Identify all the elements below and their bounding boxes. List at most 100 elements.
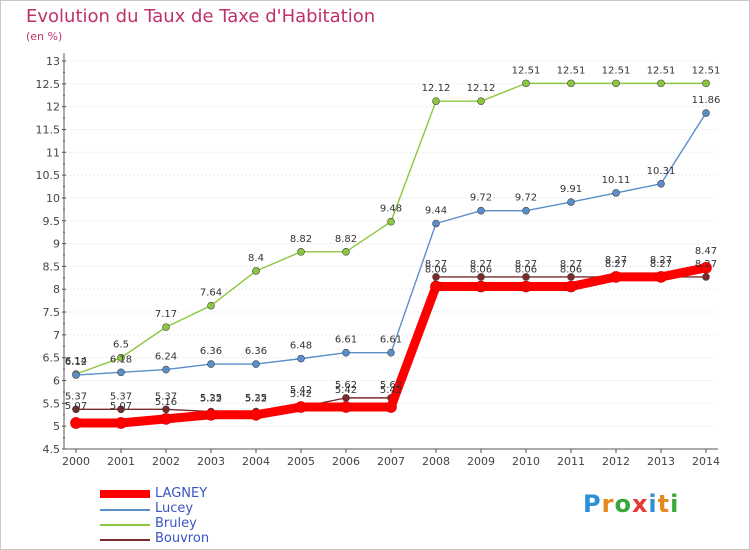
legend-swatch-bruley <box>100 524 150 526</box>
data-label-lagney: 5.07 <box>65 401 87 412</box>
data-point-lagney <box>430 280 442 293</box>
data-point-bouvron <box>162 405 170 414</box>
data-label-bruley: 7.64 <box>200 288 222 299</box>
data-point-bruley <box>522 79 530 88</box>
data-label-lagney: 5.42 <box>290 385 312 396</box>
data-label-lagney: 8.06 <box>470 264 492 275</box>
data-label-bruley: 12.51 <box>692 65 721 76</box>
data-label-bruley: 6.14 <box>65 356 87 367</box>
legend-item-bouvron[interactable]: Bouvron <box>100 531 260 547</box>
x-tick-label: 2004 <box>242 455 270 468</box>
data-label-lucey: 11.86 <box>692 95 721 106</box>
data-point-bruley <box>432 97 440 105</box>
x-tick-label: 2010 <box>512 455 540 468</box>
data-point-lagney <box>565 280 577 293</box>
data-label-bouvron: 8.27 <box>650 259 672 270</box>
data-point-lucey <box>297 354 305 363</box>
x-tick-label: 2009 <box>467 455 495 468</box>
data-point-bruley <box>117 353 125 362</box>
y-tick-label: 10.5 <box>36 169 61 182</box>
x-tick-label: 2006 <box>332 455 360 468</box>
data-label-bouvron: 5.32 <box>200 394 222 405</box>
x-tick-label: 2000 <box>62 455 90 468</box>
y-tick-label: 9.5 <box>43 215 61 228</box>
data-point-lagney <box>610 271 622 283</box>
data-point-lagney <box>385 401 397 413</box>
x-tick-label: 2002 <box>152 455 180 468</box>
data-label-lucey: 6.48 <box>290 341 312 352</box>
data-point-bouvron <box>117 405 125 414</box>
y-tick-label: 7 <box>53 329 60 342</box>
data-label-lucey: 9.44 <box>425 206 447 217</box>
y-tick-label: 11.5 <box>36 123 61 136</box>
y-tick-label: 6.5 <box>43 352 61 365</box>
data-point-lagney <box>340 401 352 413</box>
y-tick-label: 6 <box>53 375 60 388</box>
data-point-bruley <box>702 79 710 88</box>
data-point-lucey <box>342 348 350 357</box>
data-point-lucey <box>612 189 620 197</box>
data-label-lucey: 6.18 <box>110 354 132 365</box>
data-point-lagney <box>205 408 217 421</box>
data-point-lagney <box>160 413 172 425</box>
data-label-lagney: 5.07 <box>110 401 132 412</box>
data-label-lucey: 9.91 <box>560 184 582 195</box>
data-label-bouvron: 5.62 <box>380 380 402 391</box>
y-tick-label: 13 <box>46 55 60 68</box>
chart-subtitle: (en %) <box>26 30 63 43</box>
legend-label-bouvron: Bouvron <box>155 531 210 546</box>
data-label-lucey: 6.12 <box>65 357 87 368</box>
data-label-bouvron: 5.37 <box>155 391 177 402</box>
y-tick-label: 9 <box>53 238 60 251</box>
x-tick-label: 2011 <box>557 455 585 468</box>
data-point-bruley <box>387 217 395 226</box>
data-point-bouvron <box>477 273 485 281</box>
data-point-lucey <box>387 348 395 357</box>
x-tick-label: 2008 <box>422 455 450 468</box>
legend: LAGNEY Lucey Bruley Bouvron <box>100 486 260 547</box>
data-point-lagney <box>295 401 307 413</box>
data-point-lucey <box>162 365 170 374</box>
data-label-bruley: 12.51 <box>602 65 631 76</box>
legend-item-bruley[interactable]: Bruley <box>100 516 260 532</box>
data-label-bruley: 12.51 <box>512 65 541 76</box>
legend-item-lagney[interactable]: LAGNEY <box>100 486 260 502</box>
legend-swatch-lagney <box>100 490 150 498</box>
data-label-bruley: 7.17 <box>155 309 177 320</box>
data-point-lagney <box>475 280 487 293</box>
data-label-bouvron: 5.62 <box>335 380 357 391</box>
data-label-bouvron: 8.27 <box>605 259 627 270</box>
data-point-lucey <box>252 360 260 368</box>
legend-swatch-bouvron <box>100 539 150 541</box>
data-label-bouvron: 5.42 <box>290 389 312 400</box>
data-point-bruley <box>657 79 665 88</box>
data-label-bruley: 8.82 <box>335 234 357 245</box>
data-label-bruley: 12.51 <box>647 65 676 76</box>
data-point-bruley <box>252 267 260 275</box>
y-tick-label: 4.5 <box>43 443 61 456</box>
data-point-lucey <box>477 206 485 215</box>
data-label-bruley: 9.48 <box>380 204 402 215</box>
data-label-lagney: 5.42 <box>380 385 402 396</box>
data-point-bruley <box>477 97 485 105</box>
x-tick-label: 2003 <box>197 455 225 468</box>
data-label-lucey: 9.72 <box>470 193 492 204</box>
data-point-lucey <box>432 219 440 228</box>
y-tick-label: 12.5 <box>36 78 61 91</box>
y-tick-label: 8.5 <box>43 260 61 273</box>
y-tick-label: 7.5 <box>43 306 61 319</box>
x-tick-label: 2012 <box>602 455 630 468</box>
y-tick-label: 11 <box>46 146 60 159</box>
data-label-bouvron: 8.27 <box>695 259 717 270</box>
y-tick-label: 12 <box>46 101 60 114</box>
data-point-bruley <box>567 79 575 88</box>
data-point-lucey <box>207 360 215 368</box>
data-point-lucey <box>567 198 575 206</box>
data-label-bruley: 8.4 <box>248 253 264 264</box>
data-label-lucey: 9.72 <box>515 193 537 204</box>
legend-label-bruley: Bruley <box>155 516 197 531</box>
legend-item-lucey[interactable]: Lucey <box>100 501 260 517</box>
data-label-lucey: 6.24 <box>155 352 177 363</box>
data-label-bruley: 8.82 <box>290 234 312 245</box>
data-label-lucey: 6.61 <box>380 335 402 346</box>
